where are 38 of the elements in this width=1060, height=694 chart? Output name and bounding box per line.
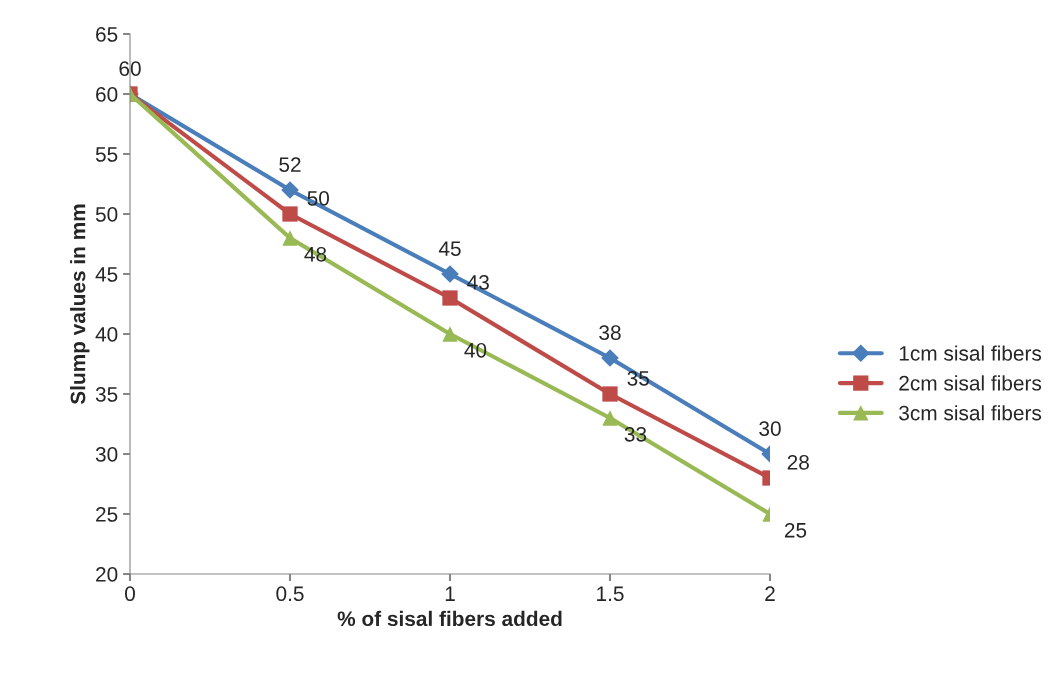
x-tick-label: 1.5 (597, 586, 624, 602)
data-label: 38 (599, 325, 621, 340)
point (282, 230, 298, 246)
point (442, 326, 458, 342)
point (442, 290, 458, 306)
data-label: 52 (279, 157, 301, 172)
y-tick-label: 55 (95, 147, 118, 162)
data-label: 45 (438, 241, 461, 256)
y-tick-label: 45 (95, 267, 118, 282)
point (281, 181, 299, 199)
x-axis-title: % of sisal fibers added (337, 610, 562, 627)
data-label: 50 (307, 190, 330, 206)
y-tick-label: 35 (95, 387, 118, 402)
x-tick-label: 1 (445, 586, 455, 601)
data-label: 28 (787, 454, 809, 470)
x-tick-label: 0.5 (276, 586, 304, 602)
point (282, 206, 298, 222)
y-tick-label: 50 (95, 207, 118, 222)
y-tick-label: 30 (95, 447, 118, 462)
legend-label: 2cm sisal fibers (899, 375, 1042, 391)
y-tick-label: 20 (96, 567, 118, 582)
point (602, 386, 618, 402)
legend-label: 1cm sisal fibers (899, 345, 1042, 361)
y-tick-label: 60 (96, 87, 118, 102)
point (602, 410, 618, 426)
data-label: 60 (119, 61, 141, 76)
point (601, 349, 619, 367)
data-label: 30 (759, 421, 781, 436)
data-label: 25 (784, 522, 807, 538)
legend-label: 3cm sisal fibers (899, 405, 1042, 421)
y-tick-label: 25 (96, 507, 118, 522)
x-tick-label: 2 (765, 586, 775, 601)
y-tick-label: 40 (95, 327, 118, 342)
y-axis-title: Slump values in mm (70, 204, 90, 405)
x-tick-label: 0 (125, 586, 135, 602)
point (441, 265, 459, 283)
y-tick-label: 65 (96, 27, 118, 42)
data-label: 43 (467, 274, 489, 290)
